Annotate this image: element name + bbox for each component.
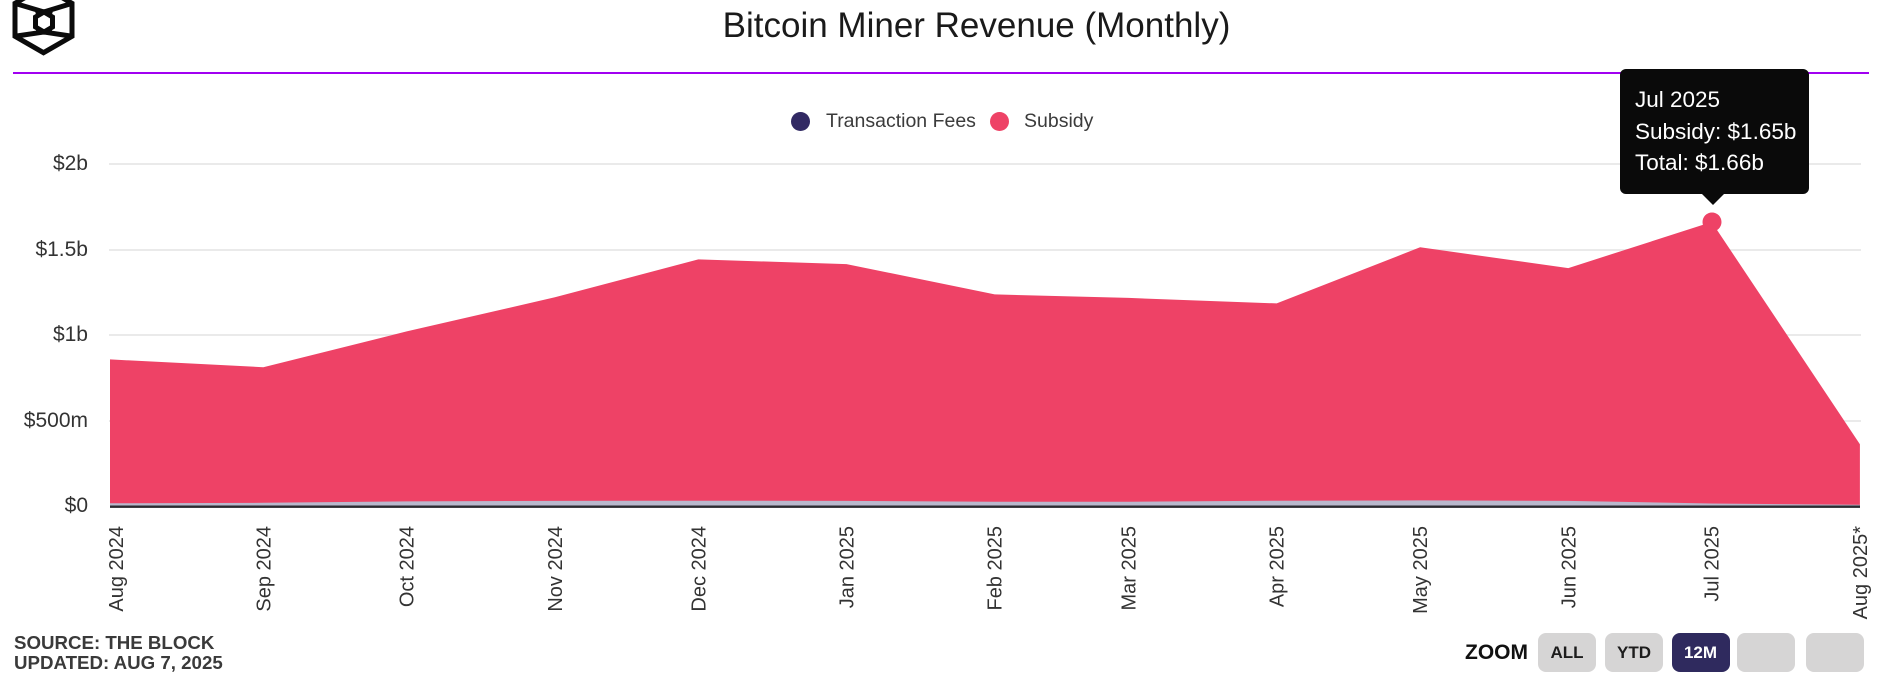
svg-text:May 2025: May 2025 [1410, 526, 1432, 614]
svg-text:Nov 2024: Nov 2024 [545, 526, 567, 612]
svg-text:Apr 2025: Apr 2025 [1267, 526, 1289, 607]
svg-text:Jun 2025: Jun 2025 [1558, 526, 1580, 608]
svg-text:Aug 2025*: Aug 2025* [1850, 526, 1872, 620]
svg-text:Feb 2025: Feb 2025 [985, 526, 1007, 611]
svg-text:Sep 2024: Sep 2024 [253, 526, 275, 612]
svg-text:Jan 2025: Jan 2025 [837, 526, 859, 608]
svg-text:Oct 2024: Oct 2024 [397, 526, 419, 607]
svg-text:Jul 2025: Jul 2025 [1702, 526, 1724, 602]
svg-text:Aug 2024: Aug 2024 [106, 526, 128, 612]
svg-text:Mar 2025: Mar 2025 [1119, 526, 1141, 611]
svg-text:Dec 2024: Dec 2024 [688, 526, 710, 612]
